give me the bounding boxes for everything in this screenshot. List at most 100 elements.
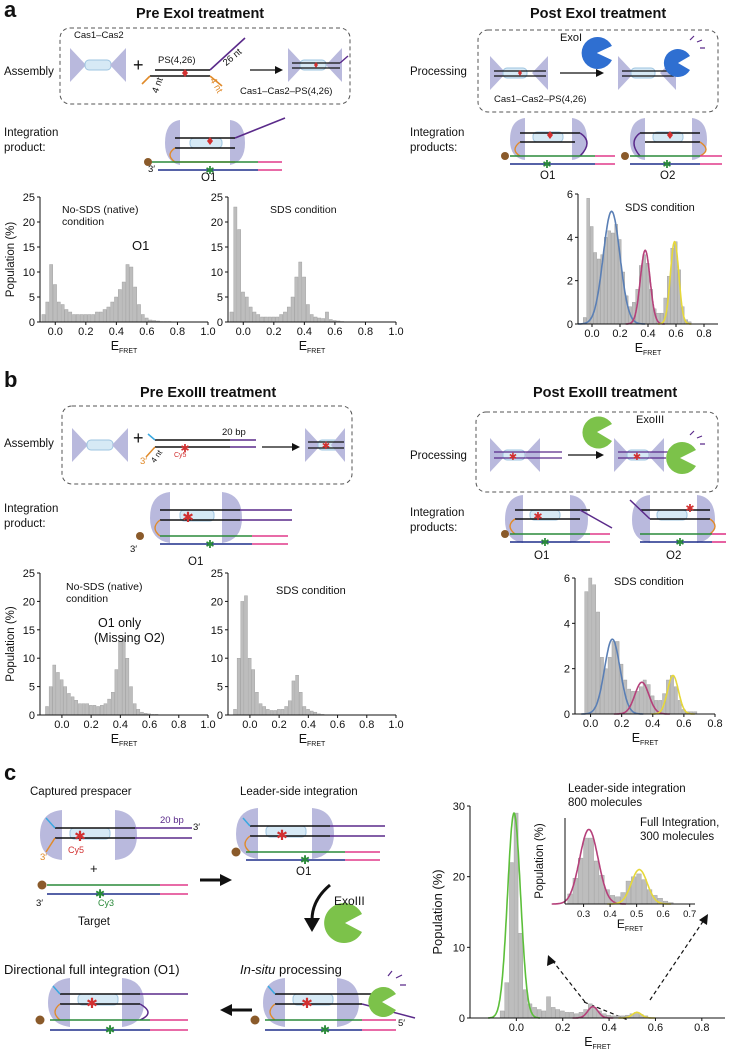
x-axis-label: EFRET [111,339,138,355]
histogram-bar [280,709,285,716]
x-tick-label: 0.4 [297,326,312,338]
complex-after-exoiii: ✱ [614,430,705,474]
assembled-complex-a [288,48,349,82]
cy5-label-c: Cy5 [68,845,85,855]
annotation-no-sds: No-SDS (native) [66,581,142,593]
chart-a2: 0.0 0.2 0.4 0.6 0.8 1.0 0 5 10 15 20 25 EFRET [211,192,404,355]
histogram-bar [236,658,241,716]
histogram-bar [251,669,255,716]
histogram-bar [118,640,122,716]
histogram-bar [248,306,253,323]
y-tick-label: 20 [211,217,223,229]
x-tick-label: 0.4 [601,1022,616,1034]
chart-b3: 0.0 0.2 0.4 0.6 0.8 0 2 4 6 EFRET [564,573,723,747]
o1-label-c: O1 [296,866,312,878]
o1-right-label-b: O1 [534,550,550,562]
x-tick-label: 0.2 [614,718,629,730]
cas-label: Cas1–Cas2 [74,30,124,41]
svg-text:✱: ✱ [685,503,694,515]
histogram-bar [237,229,241,323]
histogram-bar [240,601,245,716]
svg-text:✱: ✱ [105,1023,115,1037]
y-tick-label: 4 [567,232,573,244]
o1-right-label-a: O1 [540,170,556,182]
histogram-bar [136,709,141,716]
integration-product-label-a: Integration product: [4,127,59,154]
y-axis-label: Population (%) [534,823,546,899]
histogram-bar [611,232,615,325]
histogram-bar [286,306,291,323]
integration-product-b-right-o2: ✱ ✱ [629,495,726,549]
captured-prespacer-label: Captured prespacer [30,786,132,798]
histogram-bar [592,584,596,715]
x-tick-label: 0.8 [696,328,711,340]
histogram-bar [284,706,288,716]
y-tick-label: 20 [23,596,35,608]
y-axis-label: Population (%) [430,869,445,954]
histogram-bar [74,700,78,716]
x-tick-label: 0.6 [330,719,345,731]
directional-full-integration-label: Directional full integration (O1) [4,962,180,977]
histogram-bar [56,301,61,323]
histogram-bar [288,700,292,716]
x-axis-label-subscript: FRET [593,1044,612,1050]
histogram-bar [114,296,118,323]
x-axis-label-subscript: FRET [119,348,138,355]
processing-box-b [475,411,719,493]
assembly-box-b [61,405,353,485]
svg-text:✱: ✱ [180,443,189,455]
histogram-bar [537,1009,542,1019]
ps-duplex-b: ✱ [145,433,256,458]
histogram-bar [78,703,82,716]
annotation-sds-condition: SDS condition [276,585,346,597]
histogram-bar [638,686,643,715]
histogram-bar [260,316,264,323]
leader-side-integration-complex: ✱ ✱ [231,808,385,867]
panel-b-right-title: Post ExoIII treatment [533,385,678,401]
histogram-bar [586,198,590,325]
x-tick-label: 0.6 [668,328,683,340]
gaussian-fit [657,240,692,325]
exoi-pacman-icon [581,37,612,69]
gaussian-fit [578,210,646,325]
y-tick-label: 6 [564,573,570,585]
svg-text:✱: ✱ [509,452,517,463]
gaussian-fit [651,674,695,715]
x-axis-label-subscript: FRET [625,926,644,933]
annotation-condition: condition [66,593,108,605]
histogram-bar [277,709,281,716]
histogram-bar [118,289,122,323]
panel-letter-c: c [4,760,17,785]
x-axis-label: EFRET [299,732,326,748]
histogram-bar [560,1010,565,1019]
x-tick-label: 0.6 [657,909,670,920]
cy3-label-c: Cy3 [98,898,115,908]
y-tick-label: 0 [217,317,223,329]
histogram-bar [87,314,92,323]
complex-before-exoi [490,56,548,90]
histogram-bar [636,873,642,905]
histogram-bar [279,314,283,323]
histogram-bar [283,311,287,323]
x-tick-label: 0.2 [612,328,627,340]
complex-after-exoi [618,35,705,90]
histogram-bar [569,1012,574,1019]
histogram-bar [593,860,600,905]
histogram-bar [504,982,510,1019]
gaussian-fit [551,828,626,905]
assembly-label-b: Assembly [4,438,54,450]
histogram-bar [83,314,88,323]
gaussian-fit [625,249,665,325]
y-tick-label: 20 [23,217,35,229]
histogram-bar [302,706,307,716]
chart-a1: 0.0 0.2 0.4 0.6 0.8 1.0 0 5 10 15 20 25 EFRET Populat… [5,192,216,355]
histogram-bar [306,709,310,716]
chart-b1: 0.0 0.2 0.4 0.6 0.8 1.0 0 5 10 15 20 25 EFRET Populat… [5,568,216,748]
annotation-o1-only: O1 only [98,616,142,630]
bp20-label-c: 20 bp [160,815,184,826]
histogram-bar [133,286,137,323]
y-tick-label: 5 [29,682,35,694]
x-tick-label: 0.8 [171,719,186,731]
y-tick-label: 4 [564,618,570,630]
leader-side-label: Leader-side integration [240,786,358,798]
